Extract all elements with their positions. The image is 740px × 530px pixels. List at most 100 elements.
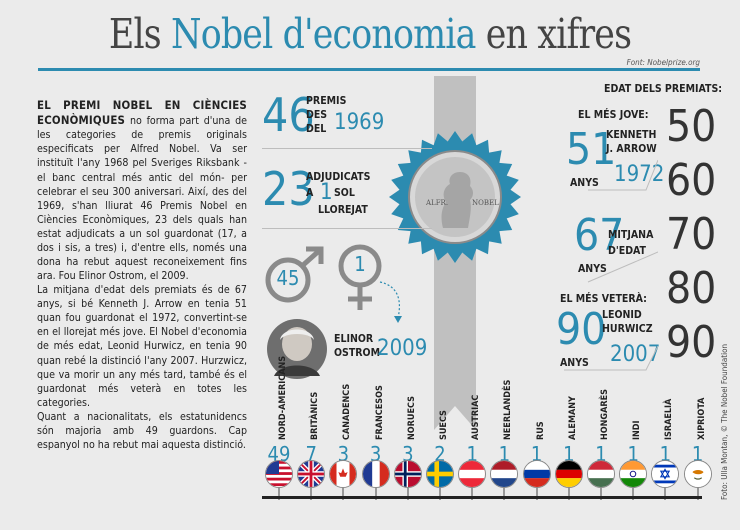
- source-note: Font: Nobelprize.org: [626, 58, 700, 67]
- prizes-label-1: PREMIS: [306, 95, 347, 107]
- flag-pin: [374, 488, 377, 500]
- country-count: 1: [691, 442, 704, 466]
- old-age: 90: [556, 304, 607, 355]
- avg-label-2: D'EDAT: [608, 245, 646, 257]
- ostrom-portrait: [267, 319, 327, 379]
- intro-para-3: Quant a nacionalitats, els estatunidencs…: [37, 410, 247, 452]
- country-count: 1: [498, 442, 511, 466]
- age-scale-90: 90: [666, 317, 717, 368]
- ostrom-last-name: OSTROM: [334, 347, 380, 359]
- country-flag-icon: [651, 460, 680, 488]
- country-flag-icon: [426, 460, 454, 488]
- flag-pin: [503, 488, 506, 500]
- young-last-name: J. ARROW: [606, 143, 657, 155]
- age-scale-60: 60: [666, 155, 717, 206]
- page-title: Els Nobel d'economia en xifres: [56, 10, 685, 58]
- title-part-2: Nobel d'economia: [171, 10, 476, 58]
- country-count: 1: [595, 442, 607, 466]
- young-year: 1972: [614, 162, 665, 187]
- country-count: 1: [659, 442, 672, 466]
- ostrom-year: 2009: [377, 336, 428, 361]
- country-count: 2: [434, 442, 446, 466]
- country-count: 1: [530, 442, 543, 466]
- country-flag-icon: [265, 460, 293, 488]
- old-last-name: HURWICZ: [602, 323, 653, 335]
- title-part-1: Els: [108, 10, 162, 58]
- country-count: 3: [337, 442, 350, 466]
- country-flag-icon: [522, 460, 551, 488]
- single-label-4: LLOREJAT: [318, 204, 368, 216]
- country-flag-icon: [683, 460, 712, 488]
- old-year: 2007: [610, 342, 661, 367]
- country-count: 1: [627, 442, 639, 466]
- female-count: 1: [354, 252, 366, 276]
- male-symbol-icon: [265, 246, 324, 303]
- avg-age: 67: [574, 210, 625, 261]
- old-heading: EL MÉS VETERÀ:: [560, 293, 647, 305]
- prizes-label-2: DES: [306, 109, 328, 121]
- flag-pin: [406, 488, 409, 500]
- flag-pin: [278, 488, 280, 500]
- single-divider: [262, 228, 432, 229]
- single-one: 1: [320, 180, 333, 205]
- country-count: 3: [402, 442, 414, 466]
- flag-pin: [342, 488, 345, 500]
- young-first-name: KENNETH: [606, 129, 657, 141]
- female-symbol-icon: [338, 244, 382, 310]
- country-flag-icon: [458, 460, 487, 488]
- age-scale-80: 80: [666, 263, 717, 314]
- prizes-label-3: DEL: [306, 123, 327, 135]
- intro-heading: EL PREMI NOBEL EN CIÈNCIES ECONÒMIQUES: [37, 98, 247, 128]
- flag-pin: [632, 488, 635, 500]
- arrow-icon: [379, 281, 402, 323]
- flag-pin: [567, 488, 570, 500]
- prizes-divider: [262, 148, 432, 149]
- countries-baseline: [262, 496, 702, 499]
- country-name: XIPRIOTA: [696, 397, 707, 440]
- nobel-medal-icon: ALFR. NOBEL: [389, 131, 521, 263]
- intro-para-1: EL PREMI NOBEL EN CIÈNCIES ECONÒMIQUES n…: [37, 98, 247, 283]
- country-count: 1: [466, 442, 478, 466]
- flag-pin: [471, 488, 474, 500]
- single-count: 23: [262, 162, 315, 216]
- avg-unit: ANYS: [578, 263, 607, 275]
- age-scale-50: 50: [666, 101, 717, 152]
- flag-pin: [310, 488, 313, 500]
- single-label-2: A: [306, 187, 314, 199]
- age-scale-70: 70: [666, 209, 717, 260]
- age-leader-lines: [564, 159, 658, 371]
- young-age: 51: [566, 124, 617, 175]
- country-flag-icon: [619, 460, 648, 488]
- country-flag-icon: [361, 460, 390, 488]
- photo-credit: Foto: Ulla Montan, © The Nobel Foundatio…: [720, 343, 729, 500]
- title-rule: [38, 68, 700, 71]
- ages-title: EDAT DELS PREMIATS:: [604, 83, 723, 95]
- prizes-year: 1969: [334, 110, 385, 135]
- country-flag-icon: [554, 460, 583, 488]
- young-heading: EL MÉS JOVE:: [578, 109, 649, 121]
- country-flag-icon: [297, 460, 326, 488]
- male-count: 45: [276, 266, 300, 290]
- medal-text-1: ALFR.: [425, 199, 448, 207]
- old-unit: ANYS: [560, 357, 589, 369]
- country-flag-icon: [587, 460, 615, 488]
- flag-pin: [439, 488, 441, 500]
- young-unit: ANYS: [570, 177, 599, 189]
- age-scale: 50 60 70 80 90: [666, 100, 717, 370]
- flag-pin: [696, 488, 699, 500]
- single-label-3: SOL: [334, 187, 355, 199]
- intro-text: EL PREMI NOBEL EN CIÈNCIES ECONÒMIQUES n…: [37, 98, 247, 452]
- ostrom-first-name: ELINOR: [334, 333, 374, 345]
- medal-text-2: NOBEL: [472, 199, 499, 207]
- country-count: 7: [305, 442, 317, 466]
- country-flag-icon: [393, 460, 422, 488]
- country-flag-icon: [329, 460, 358, 488]
- title-part-3: en xifres: [485, 10, 632, 58]
- country-flag-icon: [490, 460, 519, 488]
- single-label-1: ADJUDICATS: [306, 171, 371, 183]
- country-count: 3: [369, 442, 382, 466]
- old-first-name: LEONID: [602, 309, 642, 321]
- flag-pin: [600, 488, 602, 500]
- prizes-count: 46: [262, 88, 315, 142]
- avg-label-1: MITJANA: [608, 229, 654, 241]
